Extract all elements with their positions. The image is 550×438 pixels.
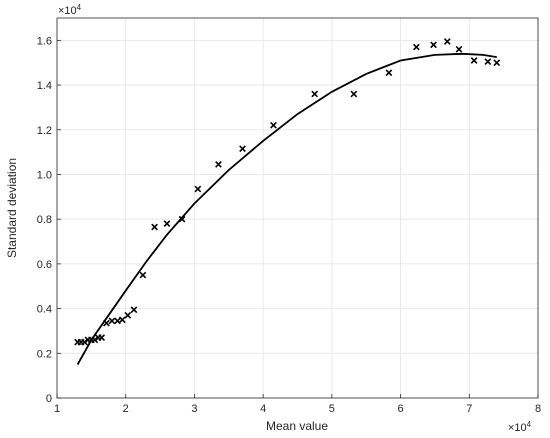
- data-point: [215, 161, 222, 168]
- data-point: [118, 316, 126, 324]
- data-point: [311, 90, 319, 98]
- x-axis-label: Mean value: [266, 419, 328, 433]
- data-point: [124, 311, 132, 319]
- y-exponent-power: 4: [77, 3, 82, 12]
- y-axis-exponent: ×104: [58, 3, 82, 17]
- x-tick-labels: 1 2 3 4 5 6 7 8: [54, 394, 541, 415]
- y-tick-label: 1.6: [37, 35, 52, 47]
- x-exponent-power: 4: [527, 420, 532, 429]
- y-tick-label: 0.6: [37, 259, 52, 271]
- y-tick-labels: 0 0.2 0.4 0.6 0.8 1.0 1.2 1.4 1.6: [37, 35, 61, 405]
- data-point: [455, 45, 463, 53]
- data-point: [81, 338, 88, 346]
- y-axis-label: Standard deviation: [5, 158, 19, 258]
- data-point: [413, 43, 420, 51]
- x-tick-label: 4: [260, 403, 266, 415]
- y-tick-label: 0: [46, 393, 52, 405]
- data-point: [139, 271, 147, 279]
- x-tick-label: 6: [398, 403, 404, 415]
- data-point: [484, 58, 492, 65]
- x-axis-exponent: ×104: [508, 420, 532, 434]
- data-point: [350, 90, 358, 98]
- fit-line: [76, 52, 497, 365]
- y-tick-label: 1.2: [37, 125, 52, 137]
- y-exponent-base: ×10: [58, 5, 77, 17]
- data-point: [91, 336, 99, 344]
- plot-frame: [56, 17, 539, 399]
- data-point: [98, 334, 106, 342]
- data-point: [151, 223, 158, 231]
- plot-area: [57, 18, 538, 398]
- x-tick-label: 8: [535, 403, 541, 415]
- y-tick-label: 1.0: [37, 169, 52, 181]
- x-tick-label: 7: [466, 403, 472, 415]
- data-point: [385, 69, 393, 77]
- y-tick-label: 0.2: [37, 348, 52, 360]
- x-tick-label: 3: [191, 403, 197, 415]
- data-point: [493, 59, 501, 67]
- x-tick-label: 5: [329, 403, 335, 415]
- y-tick-label: 0.8: [37, 214, 52, 226]
- data-point: [443, 38, 451, 45]
- y-tick-label: 0.4: [37, 304, 52, 316]
- data-point: [103, 319, 110, 327]
- x-exponent-base: ×10: [508, 422, 527, 434]
- data-point: [270, 121, 277, 129]
- data-point: [114, 317, 121, 325]
- x-tick-label: 1: [54, 403, 60, 415]
- data-point: [194, 185, 202, 193]
- y-tick-label: 1.4: [37, 80, 52, 92]
- grid: [56, 18, 539, 399]
- x-tick-label: 2: [123, 403, 129, 415]
- data-point: [163, 220, 171, 228]
- data-point: [239, 145, 246, 153]
- data-markers: [74, 38, 501, 346]
- data-point: [470, 57, 478, 64]
- data-point: [178, 215, 186, 223]
- data-point: [430, 41, 437, 49]
- data-point: [108, 317, 116, 325]
- data-point: [130, 306, 138, 314]
